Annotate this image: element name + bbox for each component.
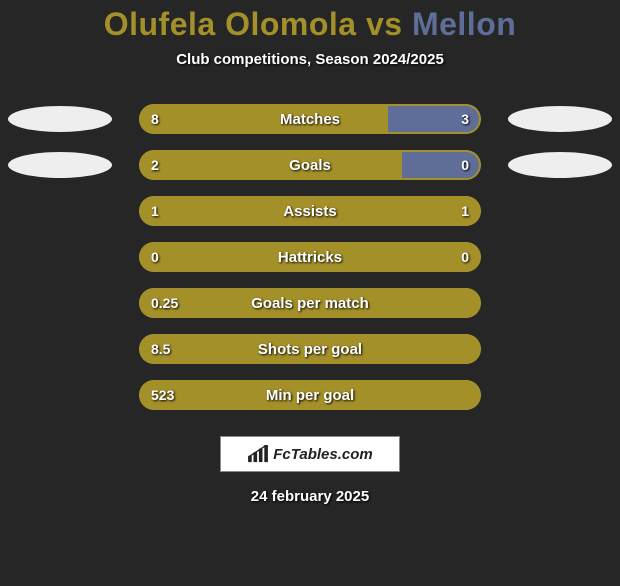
stat-row: 83Matches xyxy=(0,96,620,142)
stat-row: 00Hattricks xyxy=(0,234,620,280)
bar-right-segment xyxy=(388,104,481,134)
stat-bar: 8.5Shots per goal xyxy=(139,334,481,364)
bar-left-segment xyxy=(139,104,388,134)
title-player2: Mellon xyxy=(412,6,516,42)
logo-text: FcTables.com xyxy=(273,446,372,463)
player2-badge xyxy=(508,106,612,132)
stat-bar: 11Assists xyxy=(139,196,481,226)
stat-row: 11Assists xyxy=(0,188,620,234)
footer-date: 24 february 2025 xyxy=(0,488,620,505)
stat-bar: 523Min per goal xyxy=(139,380,481,410)
bars-icon xyxy=(247,445,269,463)
stats-chart: 83Matches 20Goals 11Assists 00Hattricks 0.25… xyxy=(0,96,620,418)
stat-row: 0.25Goals per match xyxy=(0,280,620,326)
bar-left-segment xyxy=(139,196,481,226)
bar-left-segment xyxy=(139,150,402,180)
player1-badge xyxy=(8,152,112,178)
stat-row: 8.5Shots per goal xyxy=(0,326,620,372)
bar-right-segment xyxy=(402,150,481,180)
title-vs: vs xyxy=(366,6,403,42)
page-title: Olufela Olomola vs Mellon xyxy=(0,6,620,43)
stat-row: 523Min per goal xyxy=(0,372,620,418)
bar-left-segment xyxy=(139,242,481,272)
logo-badge: FcTables.com xyxy=(220,436,400,472)
subtitle: Club competitions, Season 2024/2025 xyxy=(0,51,620,68)
player2-badge xyxy=(508,152,612,178)
stat-bar: 20Goals xyxy=(139,150,481,180)
stat-row: 20Goals xyxy=(0,142,620,188)
player1-badge xyxy=(8,106,112,132)
bar-left-segment xyxy=(139,334,481,364)
bar-left-segment xyxy=(139,288,481,318)
title-player1: Olufela Olomola xyxy=(104,6,357,42)
stat-bar: 0.25Goals per match xyxy=(139,288,481,318)
stat-bar: 83Matches xyxy=(139,104,481,134)
bar-left-segment xyxy=(139,380,481,410)
stat-bar: 00Hattricks xyxy=(139,242,481,272)
